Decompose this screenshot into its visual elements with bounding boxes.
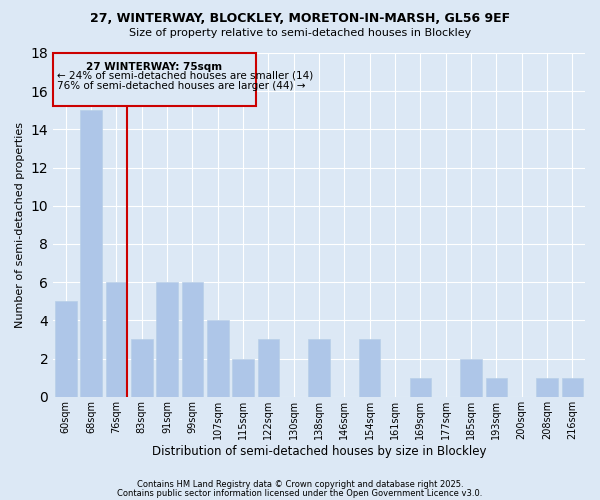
Bar — [232, 358, 254, 397]
Bar — [80, 110, 102, 397]
Bar — [536, 378, 558, 397]
Bar — [460, 358, 482, 397]
Bar — [131, 340, 152, 397]
Text: Contains HM Land Registry data © Crown copyright and database right 2025.: Contains HM Land Registry data © Crown c… — [137, 480, 463, 489]
Bar — [562, 378, 583, 397]
Y-axis label: Number of semi-detached properties: Number of semi-detached properties — [15, 122, 25, 328]
Text: ← 24% of semi-detached houses are smaller (14): ← 24% of semi-detached houses are smalle… — [57, 70, 313, 80]
Bar — [207, 320, 229, 397]
Bar — [106, 282, 127, 397]
Bar — [359, 340, 380, 397]
Bar — [257, 340, 279, 397]
Bar — [410, 378, 431, 397]
Bar — [157, 282, 178, 397]
Bar — [485, 378, 507, 397]
Bar — [55, 302, 77, 397]
Bar — [308, 340, 330, 397]
X-axis label: Distribution of semi-detached houses by size in Blockley: Distribution of semi-detached houses by … — [152, 444, 487, 458]
Text: Size of property relative to semi-detached houses in Blockley: Size of property relative to semi-detach… — [129, 28, 471, 38]
Text: 27 WINTERWAY: 75sqm: 27 WINTERWAY: 75sqm — [86, 62, 223, 72]
Text: 27, WINTERWAY, BLOCKLEY, MORETON-IN-MARSH, GL56 9EF: 27, WINTERWAY, BLOCKLEY, MORETON-IN-MARS… — [90, 12, 510, 26]
Text: Contains public sector information licensed under the Open Government Licence v3: Contains public sector information licen… — [118, 488, 482, 498]
Bar — [182, 282, 203, 397]
Text: 76% of semi-detached houses are larger (44) →: 76% of semi-detached houses are larger (… — [57, 80, 305, 90]
Bar — [53, 53, 256, 106]
